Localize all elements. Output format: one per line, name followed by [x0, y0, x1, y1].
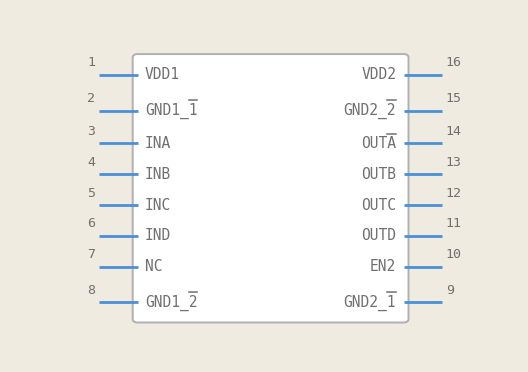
Text: 12: 12 [446, 186, 462, 199]
Text: 11: 11 [446, 217, 462, 230]
Text: OUTC: OUTC [361, 198, 396, 212]
Text: 7: 7 [88, 248, 96, 261]
Text: INB: INB [145, 167, 171, 182]
Text: 14: 14 [446, 125, 462, 138]
Text: 2: 2 [88, 92, 96, 105]
Text: 10: 10 [446, 248, 462, 261]
Text: INA: INA [145, 136, 171, 151]
Text: 5: 5 [88, 186, 96, 199]
Text: VDD2: VDD2 [361, 67, 396, 82]
Text: NC: NC [145, 259, 163, 274]
FancyBboxPatch shape [133, 54, 409, 323]
Text: 4: 4 [88, 155, 96, 169]
Text: EN2: EN2 [370, 259, 396, 274]
Text: OUTD: OUTD [361, 228, 396, 243]
Text: GND1_1: GND1_1 [145, 102, 197, 119]
Text: GND2_2: GND2_2 [344, 102, 396, 119]
Text: GND2_1: GND2_1 [344, 294, 396, 311]
Text: 1: 1 [88, 56, 96, 69]
Text: GND1_2: GND1_2 [145, 294, 197, 311]
Text: VDD1: VDD1 [145, 67, 180, 82]
Text: 9: 9 [446, 284, 454, 297]
Text: IND: IND [145, 228, 171, 243]
Text: OUTA: OUTA [361, 136, 396, 151]
Text: 16: 16 [446, 56, 462, 69]
Text: OUTB: OUTB [361, 167, 396, 182]
Text: 13: 13 [446, 155, 462, 169]
Text: 15: 15 [446, 92, 462, 105]
Text: INC: INC [145, 198, 171, 212]
Text: 6: 6 [88, 217, 96, 230]
Text: 3: 3 [88, 125, 96, 138]
Text: 8: 8 [88, 284, 96, 297]
